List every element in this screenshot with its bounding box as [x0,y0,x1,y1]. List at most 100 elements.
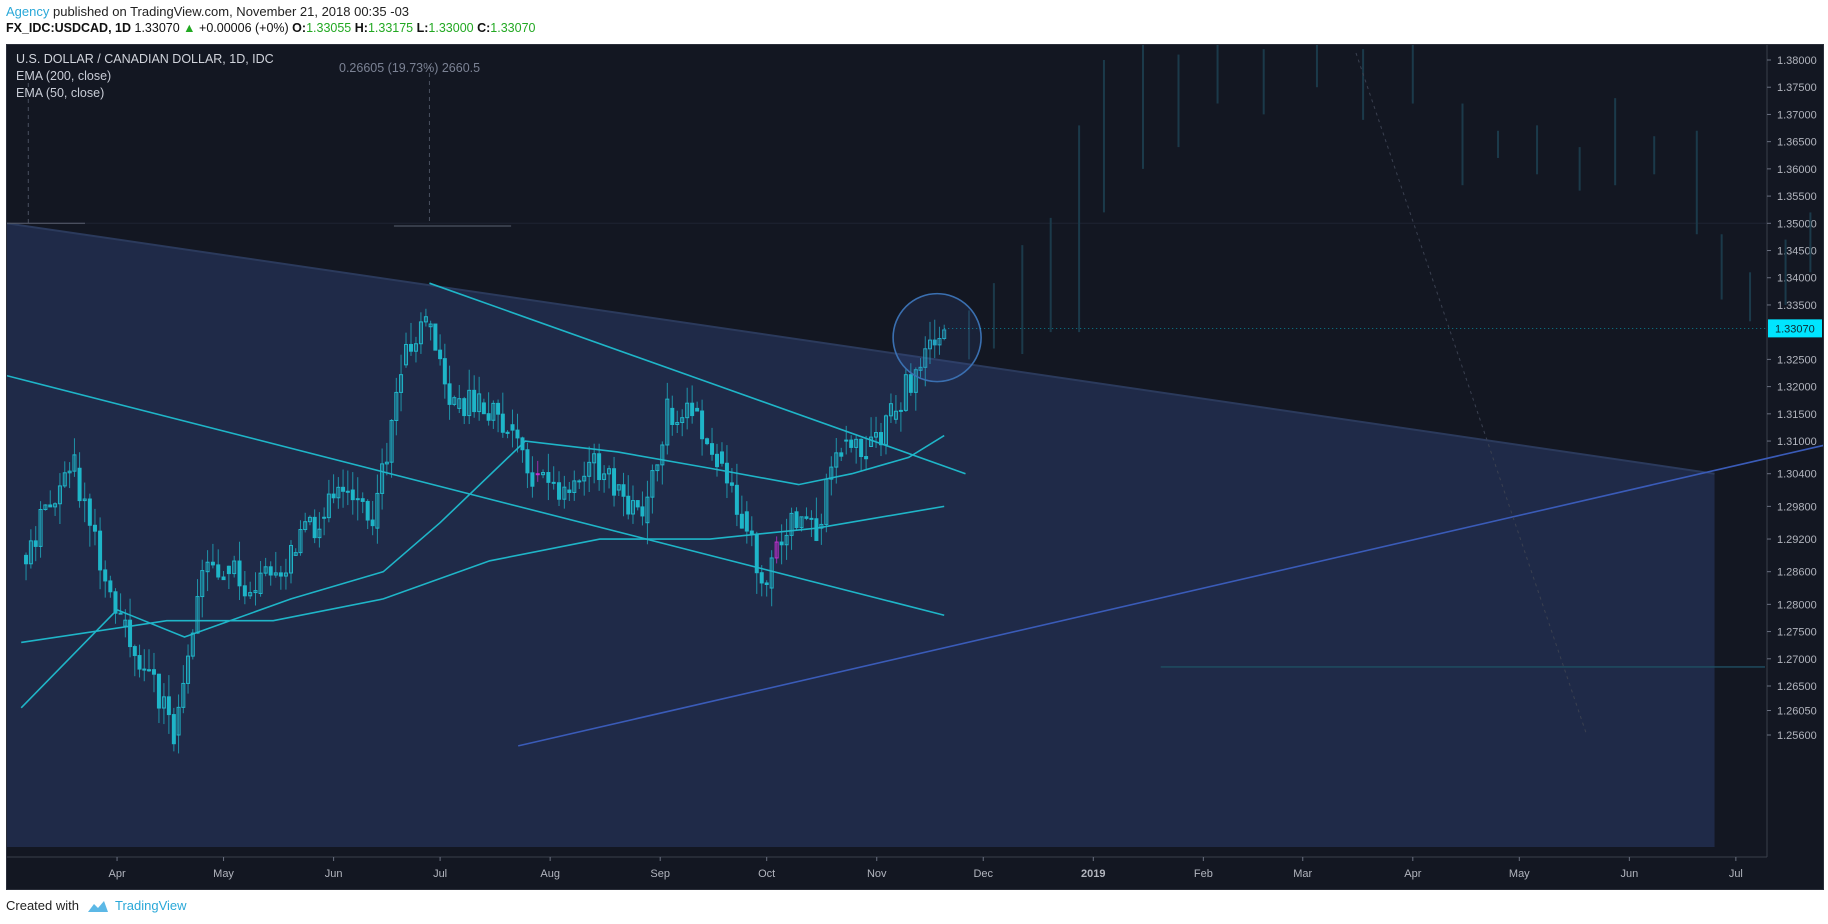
candle-body [690,402,695,417]
candle-body [404,343,409,366]
candle-body [118,612,123,615]
candle-body [592,453,597,464]
candle-body [645,496,650,524]
candle-body [665,398,670,446]
candle-body [408,343,413,352]
candle-body [814,518,819,541]
candle-body [137,655,142,670]
candle-body [670,407,675,426]
candle-body [98,530,103,571]
candle-body [784,534,789,546]
candle-body [181,682,186,708]
candle-body [918,366,923,371]
candle-body [268,566,273,576]
candle-body [142,668,147,671]
candle-body [799,516,804,529]
price-tick-label: 1.35500 [1777,191,1817,203]
ohlc-line: FX_IDC:USDCAD, 1D 1.33070 ▲ +0.00006 (+0… [6,21,535,35]
candle-body [433,323,438,351]
published-text: published on TradingView.com, November 2… [49,4,410,19]
price-tick-label: 1.34500 [1777,246,1817,258]
price-tick-label: 1.37000 [1777,109,1817,121]
candle-body [928,339,932,350]
publication-line: Agency published on TradingView.com, Nov… [6,4,409,19]
candle-body [226,565,231,575]
candle-body [888,403,893,417]
candle-body [67,470,72,474]
candle-body [715,453,719,468]
candle-body [216,564,221,578]
candle-body [389,419,394,463]
price-tick-label: 1.28600 [1777,567,1817,579]
candle-body [898,409,903,412]
candle-body [253,590,258,594]
measure-label: 0.26605 (19.73%) 2660.5 [339,61,481,75]
falling-channel-upper [429,282,966,475]
candle-body [660,444,665,466]
candle-body [322,516,327,519]
candle-body [87,498,92,526]
candle-body [577,480,582,483]
candle-body [447,383,452,405]
candle-body [937,337,942,346]
candle-body [700,410,705,440]
candle-body [48,504,53,508]
candle-body [695,407,700,412]
candle-body [597,453,602,481]
candle-body [452,397,457,405]
time-tick-label: Jun [1620,868,1638,880]
candle-body [491,402,496,421]
up-arrow-icon: ▲ [183,21,196,35]
author-link[interactable]: Agency [6,4,50,19]
chart-panel[interactable]: 1.38000 1.37500 1.37000 1.36500 1.36000 1.355… [6,44,1824,890]
price-tick-label: 1.31000 [1777,436,1817,448]
candle-body [729,482,734,486]
created-with-text: Created with [6,898,79,913]
candle-body [375,492,380,529]
low-value: 1.33000 [428,21,474,35]
candle-body [156,673,161,709]
time-tick-label: Feb [1194,868,1213,880]
time-tick-label: Aug [540,868,560,880]
candle-body [794,511,799,529]
zone-top-edge [7,222,1715,475]
candle-body [477,393,482,413]
tradingview-logo-icon [87,900,108,912]
candle-body [541,472,546,476]
tradingview-link[interactable]: TradingView [114,898,187,913]
price-tick-label: 1.36000 [1777,164,1817,176]
candle-body [879,432,884,446]
last-price-tag [1768,319,1822,338]
candle-body [33,540,38,547]
candle-body [587,461,592,477]
candle-body [345,490,350,493]
price-tick-label: 1.29200 [1777,534,1817,546]
time-tick-label: Jul [433,868,447,880]
time-tick-label: Mar [1293,868,1312,880]
candle-body [77,467,82,502]
candle-body [908,374,913,393]
candle-body [546,472,551,483]
highlight-circle [892,292,982,383]
time-tick-label: Jun [325,868,343,880]
candle-body [293,552,298,556]
candle-body [923,348,928,368]
candle-body [913,369,918,393]
candle-body [612,468,617,496]
candle-body [764,582,769,586]
price-chart[interactable]: 1.38000 1.37500 1.37000 1.36500 1.36000 1.355… [7,45,1823,889]
falling-channel-lower [7,374,945,617]
candle-body [380,463,385,494]
candle-body [844,439,849,442]
candle-body [621,484,626,497]
candle-body [438,349,443,360]
shaded-zone [7,223,1715,847]
low-label: L: [416,21,429,35]
ema50-line [20,434,945,709]
time-tick-label: Jul [1729,868,1743,880]
candle-body [273,572,278,576]
candle-body [774,541,779,559]
candle-body [685,402,690,419]
candle-body [869,436,874,447]
candle-body [719,451,724,464]
